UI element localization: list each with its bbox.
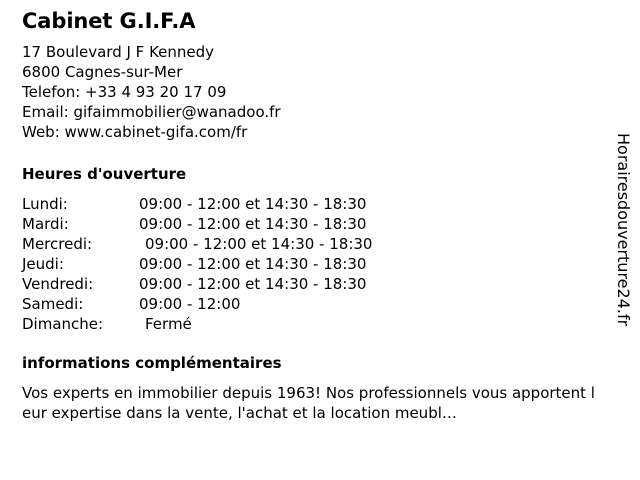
hours-day-label: Mardi: [22,215,69,233]
additional-info-text: Vos experts en immobilier depuis 1963! N… [22,384,595,422]
contact-block: 17 Boulevard J F Kennedy 6800 Cagnes-sur… [22,42,281,142]
table-row: Dimanche: Fermé [22,314,372,334]
additional-info-heading: informations complémentaires [22,354,282,372]
table-row: Mardi: 09:00 - 12:00 et 14:30 - 18:30 [22,214,372,234]
address-city: 6800 Cagnes-sur-Mer [22,63,183,81]
hours-day-label: Jeudi: [22,255,64,273]
hours-day-label: Vendredi: [22,275,94,293]
table-row: Vendredi: 09:00 - 12:00 et 14:30 - 18:30 [22,274,372,294]
table-row: Samedi: 09:00 - 12:00 [22,294,372,314]
hours-day-label: Dimanche: [22,315,104,333]
site-watermark: Horairesdouverture24.fr [614,133,633,327]
hours-day-label: Mercredi: [22,235,93,253]
hours-day-label: Lundi: [22,195,68,213]
page-title: Cabinet G.I.F.A [22,9,196,33]
hours-time-value: 09:00 - 12:00 et 14:30 - 18:30 [145,235,373,253]
table-row: Mercredi: 09:00 - 12:00 et 14:30 - 18:30 [22,234,372,254]
website-line: Web: www.cabinet-gifa.com/fr [22,123,248,141]
hours-time-value: 09:00 - 12:00 [139,295,241,313]
email-line: Email: gifaimmobilier@wanadoo.fr [22,103,281,121]
hours-time-value: 09:00 - 12:00 et 14:30 - 18:30 [139,255,367,273]
opening-hours-heading: Heures d'ouverture [22,165,187,183]
hours-time-value: 09:00 - 12:00 et 14:30 - 18:30 [139,275,367,293]
hours-time-value: 09:00 - 12:00 et 14:30 - 18:30 [139,195,367,213]
phone-line: Telefon: +33 4 93 20 17 09 [22,83,227,101]
hours-day-label: Samedi: [22,295,84,313]
hours-time-value: 09:00 - 12:00 et 14:30 - 18:30 [139,215,367,233]
opening-hours-table: Lundi: 09:00 - 12:00 et 14:30 - 18:30 Ma… [22,194,372,334]
table-row: Lundi: 09:00 - 12:00 et 14:30 - 18:30 [22,194,372,214]
address-street: 17 Boulevard J F Kennedy [22,43,215,61]
hours-time-value: Fermé [145,315,192,333]
table-row: Jeudi: 09:00 - 12:00 et 14:30 - 18:30 [22,254,372,274]
